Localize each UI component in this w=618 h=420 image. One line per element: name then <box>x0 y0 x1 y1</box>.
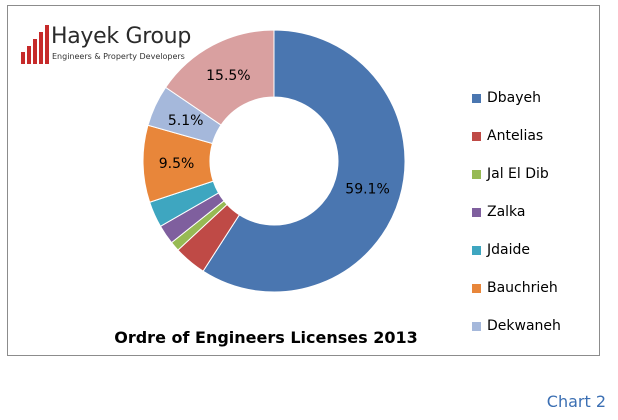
legend-swatch <box>472 93 481 103</box>
company-logo: Hayek Group Engineers & Property Develop… <box>19 22 199 78</box>
legend-label: Dbayeh <box>487 90 542 106</box>
legend-label: Dekwaneh <box>487 318 561 334</box>
legend-item: Jal El Dib <box>472 166 549 182</box>
logo-bars-icon <box>21 25 49 64</box>
data-label-6: 5.1% <box>168 113 204 129</box>
logo-tagline: Engineers & Property Developers <box>52 52 185 61</box>
donut-slice-7 <box>164 29 275 126</box>
legend-item: Dekwaneh <box>472 318 561 334</box>
legend-swatch <box>472 283 481 293</box>
legend-swatch <box>472 321 481 331</box>
legend-label: Zalka <box>487 204 526 220</box>
data-label-7: 15.5% <box>206 68 250 84</box>
legend-item: Bauchrieh <box>472 280 558 296</box>
data-label-5: 9.5% <box>159 156 195 172</box>
legend-label: Bauchrieh <box>487 280 558 296</box>
legend-item: Zalka <box>472 204 526 220</box>
data-label-0: 59.1% <box>345 181 389 197</box>
donut-slice-0 <box>202 29 406 293</box>
legend-item: Dbayeh <box>472 90 541 106</box>
legend-label: Jal El Dib <box>487 166 549 182</box>
chart-caption: Chart 2 <box>546 392 606 411</box>
legend-swatch <box>472 169 481 179</box>
chart-title: Ordre of Engineers Licenses 2013 <box>114 328 418 347</box>
legend-label: Antelias <box>487 128 544 144</box>
logo-name: Hayek Group <box>51 24 191 49</box>
chart-frame: Hayek Group Engineers & Property Develop… <box>7 5 600 356</box>
legend-swatch <box>472 207 481 217</box>
legend-swatch <box>472 131 481 141</box>
legend-item: Antelias <box>472 128 543 144</box>
legend-item: Jdaide <box>472 242 530 258</box>
legend-swatch <box>472 245 481 255</box>
legend-label: Jdaide <box>487 242 530 258</box>
donut-chart: 59.1% 9.5% 5.1% 15.5% <box>142 29 406 293</box>
